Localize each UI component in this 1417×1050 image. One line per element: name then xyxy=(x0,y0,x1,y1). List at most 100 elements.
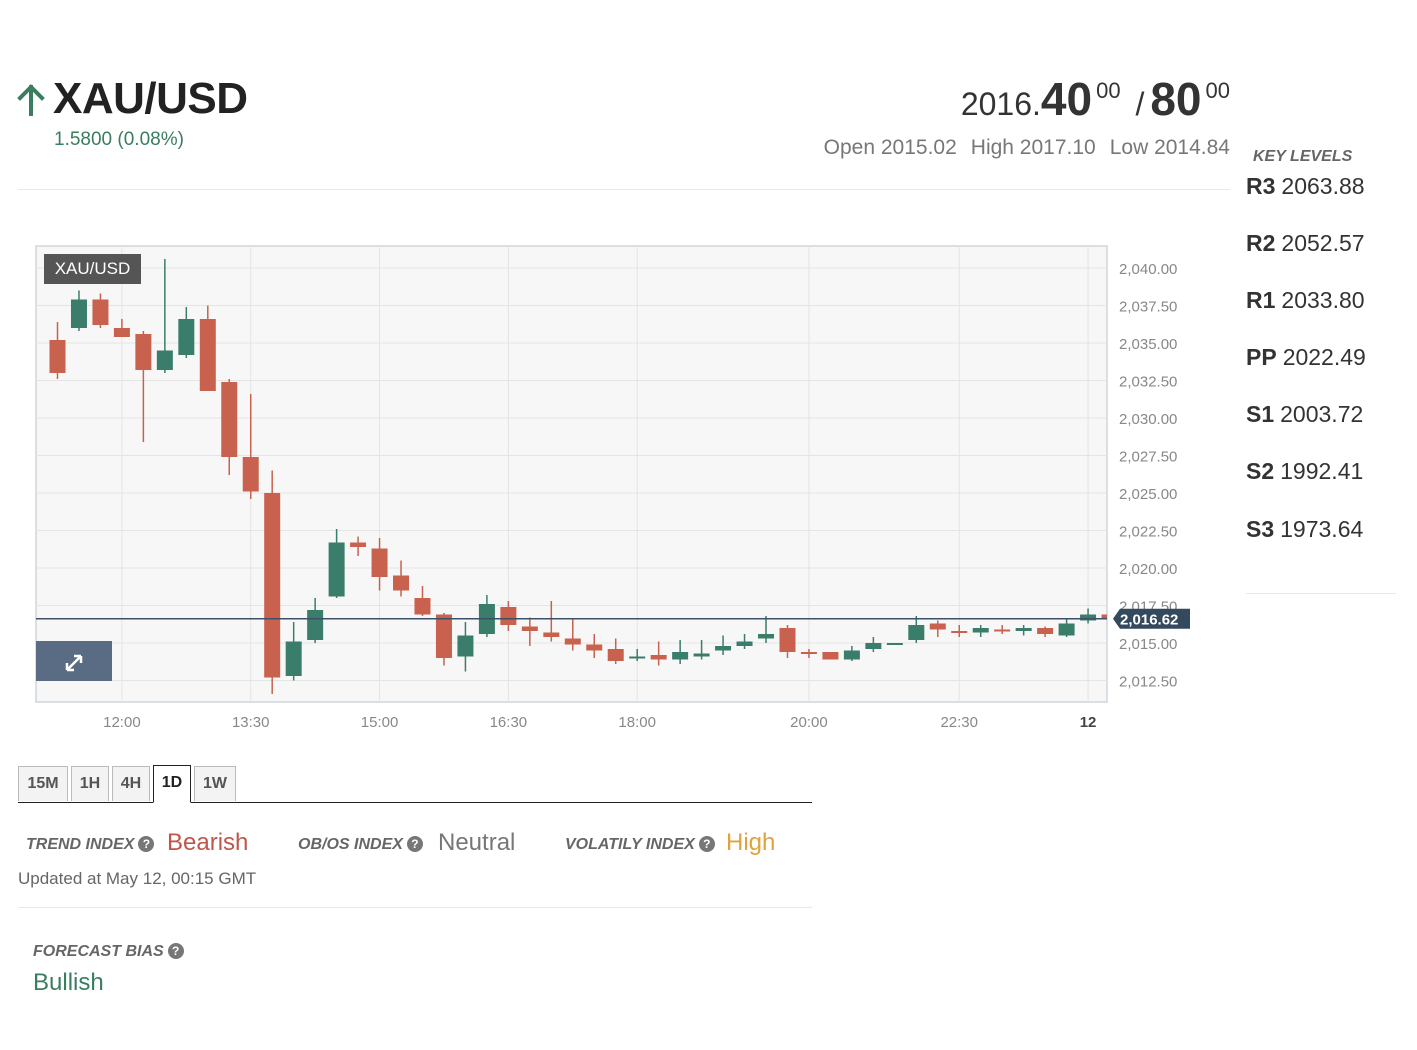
candle[interactable] xyxy=(886,643,903,645)
candle[interactable] xyxy=(92,293,109,329)
candle[interactable] xyxy=(715,635,732,656)
y-tick-label: 2,022.50 xyxy=(1119,524,1177,541)
question-circle-icon[interactable]: ? xyxy=(698,836,715,852)
ask-big: 80 xyxy=(1150,73,1202,125)
candle[interactable] xyxy=(650,641,667,666)
candle[interactable] xyxy=(435,613,452,666)
candle[interactable] xyxy=(822,652,839,660)
updated-timestamp: Updated at May 12, 00:15 GMT xyxy=(18,869,257,888)
candle[interactable] xyxy=(1101,613,1118,621)
candle[interactable] xyxy=(307,598,324,643)
tab-1h[interactable]: 1H xyxy=(71,766,109,801)
obos-index-label: OB/OS INDEX? xyxy=(298,836,423,854)
y-tick-label: 2,015.00 xyxy=(1119,636,1177,653)
candle[interactable] xyxy=(929,620,946,638)
x-tick-label: 12 xyxy=(1080,714,1097,731)
candle[interactable] xyxy=(1015,625,1032,636)
candle[interactable] xyxy=(371,538,388,591)
price-separator: / xyxy=(1135,86,1145,122)
key-level-value: 2052.57 xyxy=(1281,230,1365,256)
candle[interactable] xyxy=(350,536,367,557)
y-tick-label: 2,035.00 xyxy=(1119,336,1177,353)
key-level-label: PP xyxy=(1246,344,1277,370)
key-level-label: R1 xyxy=(1246,287,1276,313)
candle[interactable] xyxy=(199,305,216,392)
candle[interactable] xyxy=(564,619,581,651)
key-levels-divider xyxy=(1246,593,1396,594)
volatility-index-value: High xyxy=(726,829,776,856)
x-tick-label: 22:30 xyxy=(940,714,978,731)
key-level-label: R2 xyxy=(1246,230,1276,256)
open-high-low: Open 2015.02 High 2017.10 Low 2014.84 xyxy=(810,136,1230,160)
candle[interactable] xyxy=(629,649,646,661)
candle[interactable] xyxy=(543,601,560,642)
current-price-label: 2,016.62 xyxy=(1120,612,1178,629)
candle[interactable] xyxy=(908,616,925,643)
key-level-r2: R2 2052.57 xyxy=(1246,230,1365,257)
candle[interactable] xyxy=(672,640,689,664)
x-tick-label: 16:30 xyxy=(490,714,528,731)
candle[interactable] xyxy=(113,319,130,337)
tab-4h[interactable]: 4H xyxy=(112,766,150,801)
y-tick-label: 2,020.00 xyxy=(1119,561,1177,578)
bid-prefix: 2016. xyxy=(960,86,1041,122)
candle[interactable] xyxy=(994,625,1011,634)
y-tick-label: 2,025.00 xyxy=(1119,486,1177,503)
candle[interactable] xyxy=(758,616,775,643)
question-circle-icon[interactable]: ? xyxy=(406,836,423,852)
question-circle-icon[interactable]: ? xyxy=(167,943,184,959)
candle[interactable] xyxy=(49,322,66,379)
candle[interactable] xyxy=(586,634,603,658)
candle[interactable] xyxy=(951,625,968,637)
candle[interactable] xyxy=(1058,619,1075,637)
y-tick-label: 2,027.50 xyxy=(1119,449,1177,466)
trend-index-value: Bearish xyxy=(167,829,249,856)
candle[interactable] xyxy=(393,560,410,597)
candle[interactable] xyxy=(843,646,860,661)
key-level-value: 1973.64 xyxy=(1280,516,1364,542)
key-level-pp: PP 2022.49 xyxy=(1246,344,1366,371)
candle[interactable] xyxy=(736,634,753,649)
candle[interactable] xyxy=(414,586,431,616)
candle[interactable] xyxy=(800,649,817,658)
high-value: High 2017.10 xyxy=(970,136,1096,159)
tab-15m[interactable]: 15M xyxy=(18,766,68,801)
indices-divider xyxy=(18,907,812,908)
plot-area xyxy=(35,245,1108,703)
key-level-value: 2022.49 xyxy=(1282,344,1366,370)
candle[interactable] xyxy=(242,394,259,499)
key-level-s3: S3 1973.64 xyxy=(1246,516,1363,543)
trend-index-label: TREND INDEX? xyxy=(26,836,155,854)
candle[interactable] xyxy=(221,379,238,475)
candle[interactable] xyxy=(972,625,989,637)
question-circle-icon[interactable]: ? xyxy=(138,836,155,852)
candle[interactable] xyxy=(156,259,173,373)
tab-1w[interactable]: 1W xyxy=(194,766,236,801)
candle[interactable] xyxy=(178,307,195,358)
expand-chart-button[interactable] xyxy=(36,641,112,681)
tab-1d[interactable]: 1D xyxy=(153,765,191,803)
key-level-value: 2003.72 xyxy=(1280,401,1364,427)
candle[interactable] xyxy=(328,529,345,598)
candle[interactable] xyxy=(500,601,517,631)
key-level-label: R3 xyxy=(1246,173,1276,199)
forecast-bias-value: Bullish xyxy=(33,969,104,996)
candle[interactable] xyxy=(693,640,710,660)
price-chart[interactable]: 2,040.00 2,037.50 2,035.00 2,032.50 2,030.00… xyxy=(0,240,1200,740)
obos-index-value: Neutral xyxy=(438,829,516,856)
key-level-s1: S1 2003.72 xyxy=(1246,401,1363,428)
candle[interactable] xyxy=(135,331,152,442)
candle[interactable] xyxy=(521,617,538,647)
candle[interactable] xyxy=(457,622,474,672)
candle[interactable] xyxy=(70,290,87,332)
x-tick-label: 12:00 xyxy=(103,714,141,731)
candle[interactable] xyxy=(779,625,796,658)
candle[interactable] xyxy=(1037,626,1054,638)
candle[interactable] xyxy=(285,622,302,681)
candle[interactable] xyxy=(264,470,281,695)
candle[interactable] xyxy=(1080,608,1097,624)
candle[interactable] xyxy=(607,638,624,665)
candles-group xyxy=(49,259,1118,695)
candle[interactable] xyxy=(865,637,882,652)
y-tick-label: 2,032.50 xyxy=(1119,374,1177,391)
